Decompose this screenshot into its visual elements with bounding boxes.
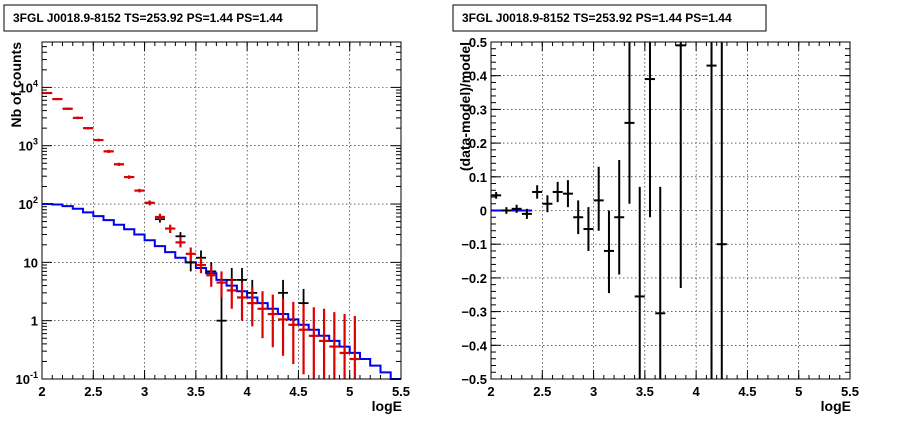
residuals-y-axis-title: (data-model)/model bbox=[457, 42, 473, 171]
counts-x-tick-label: 5 bbox=[346, 384, 353, 399]
counts-y-axis-title: Nb of counts bbox=[8, 42, 24, 128]
residuals-x-tick-label: 5 bbox=[795, 384, 802, 399]
residuals-y-tick-label: −0.3 bbox=[461, 305, 487, 320]
counts-title-box bbox=[3, 4, 318, 32]
residuals-x-tick-label: 4.5 bbox=[738, 384, 756, 399]
counts-x-tick-label: 3.5 bbox=[187, 384, 205, 399]
residuals-title: 3FGL J0018.9-8152 TS=253.92 PS=1.44 PS=1… bbox=[462, 11, 732, 25]
counts-panel: 3FGL J0018.9-8152 TS=253.92 PS=1.44 PS=1… bbox=[3, 4, 410, 414]
residuals-y-tick-label: 0.2 bbox=[469, 136, 487, 151]
counts-y-tick-label: 10 bbox=[24, 255, 38, 270]
residuals-y-tick-label: 0.4 bbox=[469, 69, 488, 84]
counts-y-tick-labels: 10-1 1 10 102 103 104 bbox=[16, 78, 38, 387]
residuals-x-tick-label: 2.5 bbox=[533, 384, 551, 399]
residuals-y-tick-label: 0.1 bbox=[469, 170, 487, 185]
counts-y-tick-label: 104 bbox=[19, 78, 38, 95]
counts-x-tick-label: 4 bbox=[244, 384, 252, 399]
residuals-marks bbox=[491, 42, 727, 379]
counts-y-tick-label: 1 bbox=[31, 314, 38, 329]
counts-x-tick-label: 2.5 bbox=[84, 384, 102, 399]
residuals-y-tick-label: 0 bbox=[480, 204, 487, 219]
counts-y-tick-label: 102 bbox=[19, 195, 38, 212]
residuals-x-tick-label: 2 bbox=[487, 384, 494, 399]
residuals-frame bbox=[490, 41, 851, 380]
residuals-y-tick-label: −0.4 bbox=[461, 338, 487, 353]
residuals-x-tick-label: 3.5 bbox=[636, 384, 654, 399]
residuals-y-tick-labels: −0.5 −0.4 −0.3 −0.2 −0.1 0 0.1 0.2 0.3 0.4 0.5 bbox=[461, 35, 487, 387]
residuals-x-tick-label: 4 bbox=[693, 384, 701, 399]
residuals-y-tick-label: −0.5 bbox=[461, 372, 487, 387]
residuals-y-tick-label: 0.5 bbox=[469, 35, 487, 50]
residuals-y-tick-label: −0.1 bbox=[461, 237, 487, 252]
counts-ticks bbox=[41, 41, 402, 380]
residuals-x-tick-label: 3 bbox=[590, 384, 597, 399]
residuals-x-tick-labels: 2 2.5 3 3.5 4 4.5 5 5.5 bbox=[487, 384, 859, 399]
counts-y-tick-label: 103 bbox=[19, 137, 38, 154]
residuals-y-tick-label: 0.3 bbox=[469, 102, 487, 117]
counts-x-tick-label: 3 bbox=[141, 384, 148, 399]
residuals-title-box bbox=[452, 4, 767, 32]
counts-grid bbox=[42, 42, 401, 379]
counts-frame bbox=[41, 41, 402, 380]
counts-x-tick-label: 2 bbox=[38, 384, 45, 399]
residuals-grid bbox=[491, 42, 850, 379]
counts-x-axis-title: logE bbox=[372, 398, 402, 414]
counts-x-tick-label: 4.5 bbox=[289, 384, 307, 399]
residuals-y-tick-label: −0.2 bbox=[461, 271, 487, 286]
residuals-x-axis-title: logE bbox=[821, 398, 851, 414]
residuals-x-tick-label: 5.5 bbox=[841, 384, 859, 399]
counts-x-tick-labels: 2 2.5 3 3.5 4 4.5 5 5.5 bbox=[38, 384, 410, 399]
counts-y-tick-label: 10-1 bbox=[16, 370, 38, 387]
counts-x-tick-label: 5.5 bbox=[392, 384, 410, 399]
counts-marks bbox=[42, 91, 401, 380]
residuals-panel: 3FGL J0018.9-8152 TS=253.92 PS=1.44 PS=1… bbox=[452, 4, 859, 414]
counts-title: 3FGL J0018.9-8152 TS=253.92 PS=1.44 PS=1… bbox=[13, 11, 283, 25]
